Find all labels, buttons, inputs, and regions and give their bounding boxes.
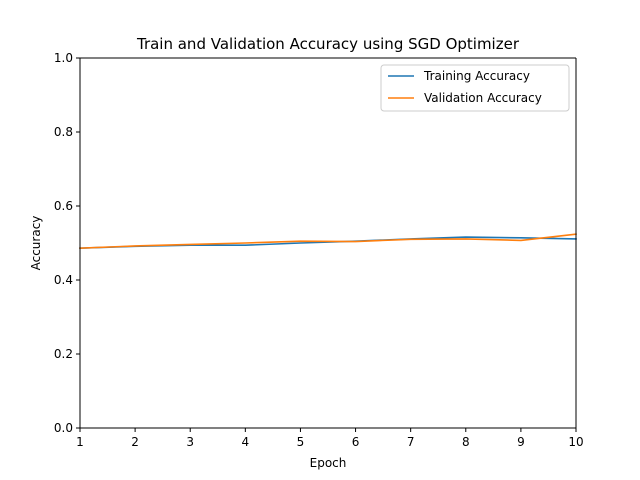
x-axis-label: Epoch <box>310 456 347 470</box>
y-tick-label: 0.6 <box>54 199 73 213</box>
x-tick-label: 8 <box>462 435 470 449</box>
y-tick-label: 0.0 <box>54 421 73 435</box>
x-tick-label: 7 <box>407 435 415 449</box>
legend: Training Accuracy Validation Accuracy <box>380 64 570 112</box>
y-tick-label: 0.8 <box>54 125 73 139</box>
chart-title: Train and Validation Accuracy using SGD … <box>136 35 520 53</box>
x-tick-label: 9 <box>517 435 525 449</box>
x-axis-ticks: 1 2 3 4 5 6 7 8 9 10 <box>76 428 584 449</box>
y-tick-label: 0.4 <box>54 273 73 287</box>
legend-entry-label: Training Accuracy <box>423 69 530 83</box>
axes-frame <box>79 57 577 429</box>
plot-frame <box>80 58 576 428</box>
y-axis-ticks: 0.0 0.2 0.4 0.6 0.8 1.0 <box>54 51 80 435</box>
x-tick-label: 10 <box>568 435 583 449</box>
y-tick-label: 1.0 <box>54 51 73 65</box>
series-line-validation-accuracy <box>79 233 577 250</box>
y-tick-label: 0.2 <box>54 347 73 361</box>
x-tick-label: 3 <box>186 435 194 449</box>
x-tick-label: 5 <box>297 435 305 449</box>
x-tick-label: 6 <box>352 435 360 449</box>
x-tick-label: 2 <box>131 435 139 449</box>
legend-box <box>380 64 570 112</box>
x-tick-label: 1 <box>76 435 84 449</box>
y-axis-label: Accuracy <box>29 216 43 271</box>
series-layer <box>79 233 577 250</box>
plot-area <box>79 57 577 429</box>
legend-entry-label: Validation Accuracy <box>424 91 542 105</box>
x-tick-label: 4 <box>242 435 250 449</box>
